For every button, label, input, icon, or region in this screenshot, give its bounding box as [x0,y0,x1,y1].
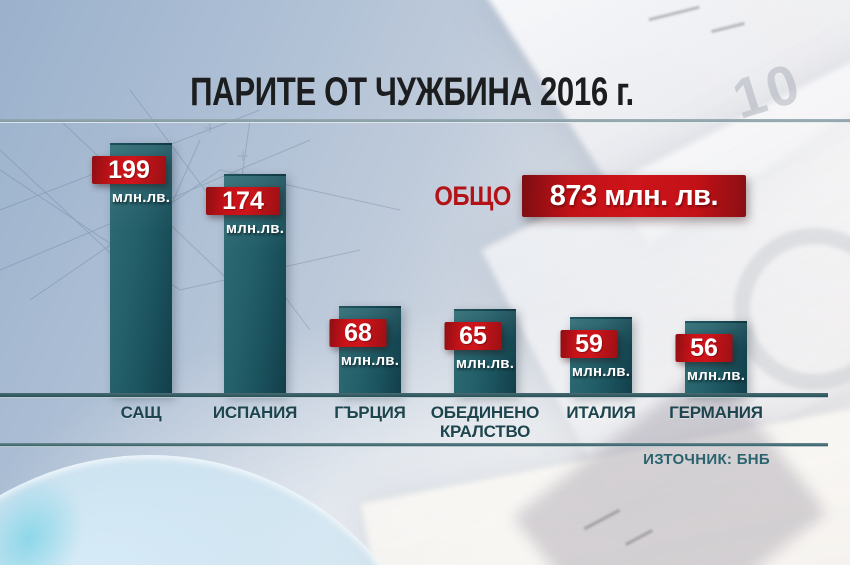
category-label: ОБЕДИНЕНО КРАЛСТВО [430,403,540,441]
bar [110,143,172,396]
bar-value-badge: 174 [206,187,280,215]
bar-unit-label: млн.лв. [225,220,285,237]
bar-group: 199 млн.лв. САЩ [86,0,196,565]
bar-group: 174 млн.лв. ИСПАНИЯ [200,0,310,565]
axis-baseline [0,393,828,398]
bar-unit-label: млн.лв. [455,355,515,372]
category-label: ГЪРЦИЯ [334,403,406,422]
category-label: САЩ [120,403,162,422]
bar-value-badge: 68 [329,319,387,347]
bar-value-badge: 199 [92,156,166,184]
total-value-badge: 873 млн. лв. [521,175,746,217]
total-label: ОБЩО [434,180,511,211]
bar-group: 68 млн.лв. ГЪРЦИЯ [315,0,425,565]
bar-value-badge: 59 [560,330,618,358]
category-label: ИСПАНИЯ [212,403,298,422]
bar [339,306,401,396]
bar-group: 65 млн.лв. ОБЕДИНЕНО КРАЛСТВО [430,0,540,565]
bar-group: 56 млн.лв. ГЕРМАНИЯ [661,0,771,565]
bar-value-badge: 56 [675,334,733,362]
footer-divider [0,443,828,447]
chart-title: ПАРИТЕ ОТ ЧУЖБИНА 2016 г. [190,70,634,114]
bar-unit-label: млн.лв. [111,189,171,206]
title-divider [0,119,850,123]
bar-unit-label: млн.лв. [571,363,631,380]
source-credit: ИЗТОЧНИК: БНБ [643,451,770,468]
bar-group: 59 млн.лв. ИТАЛИЯ [546,0,656,565]
category-label: ГЕРМАНИЯ [669,403,763,422]
bar-value-badge: 65 [444,322,502,350]
bar-unit-label: млн.лв. [340,352,400,369]
total-row: ОБЩО 873 млн. лв. [424,175,746,217]
category-label: ИТАЛИЯ [566,403,636,422]
bar-unit-label: млн.лв. [686,367,746,384]
